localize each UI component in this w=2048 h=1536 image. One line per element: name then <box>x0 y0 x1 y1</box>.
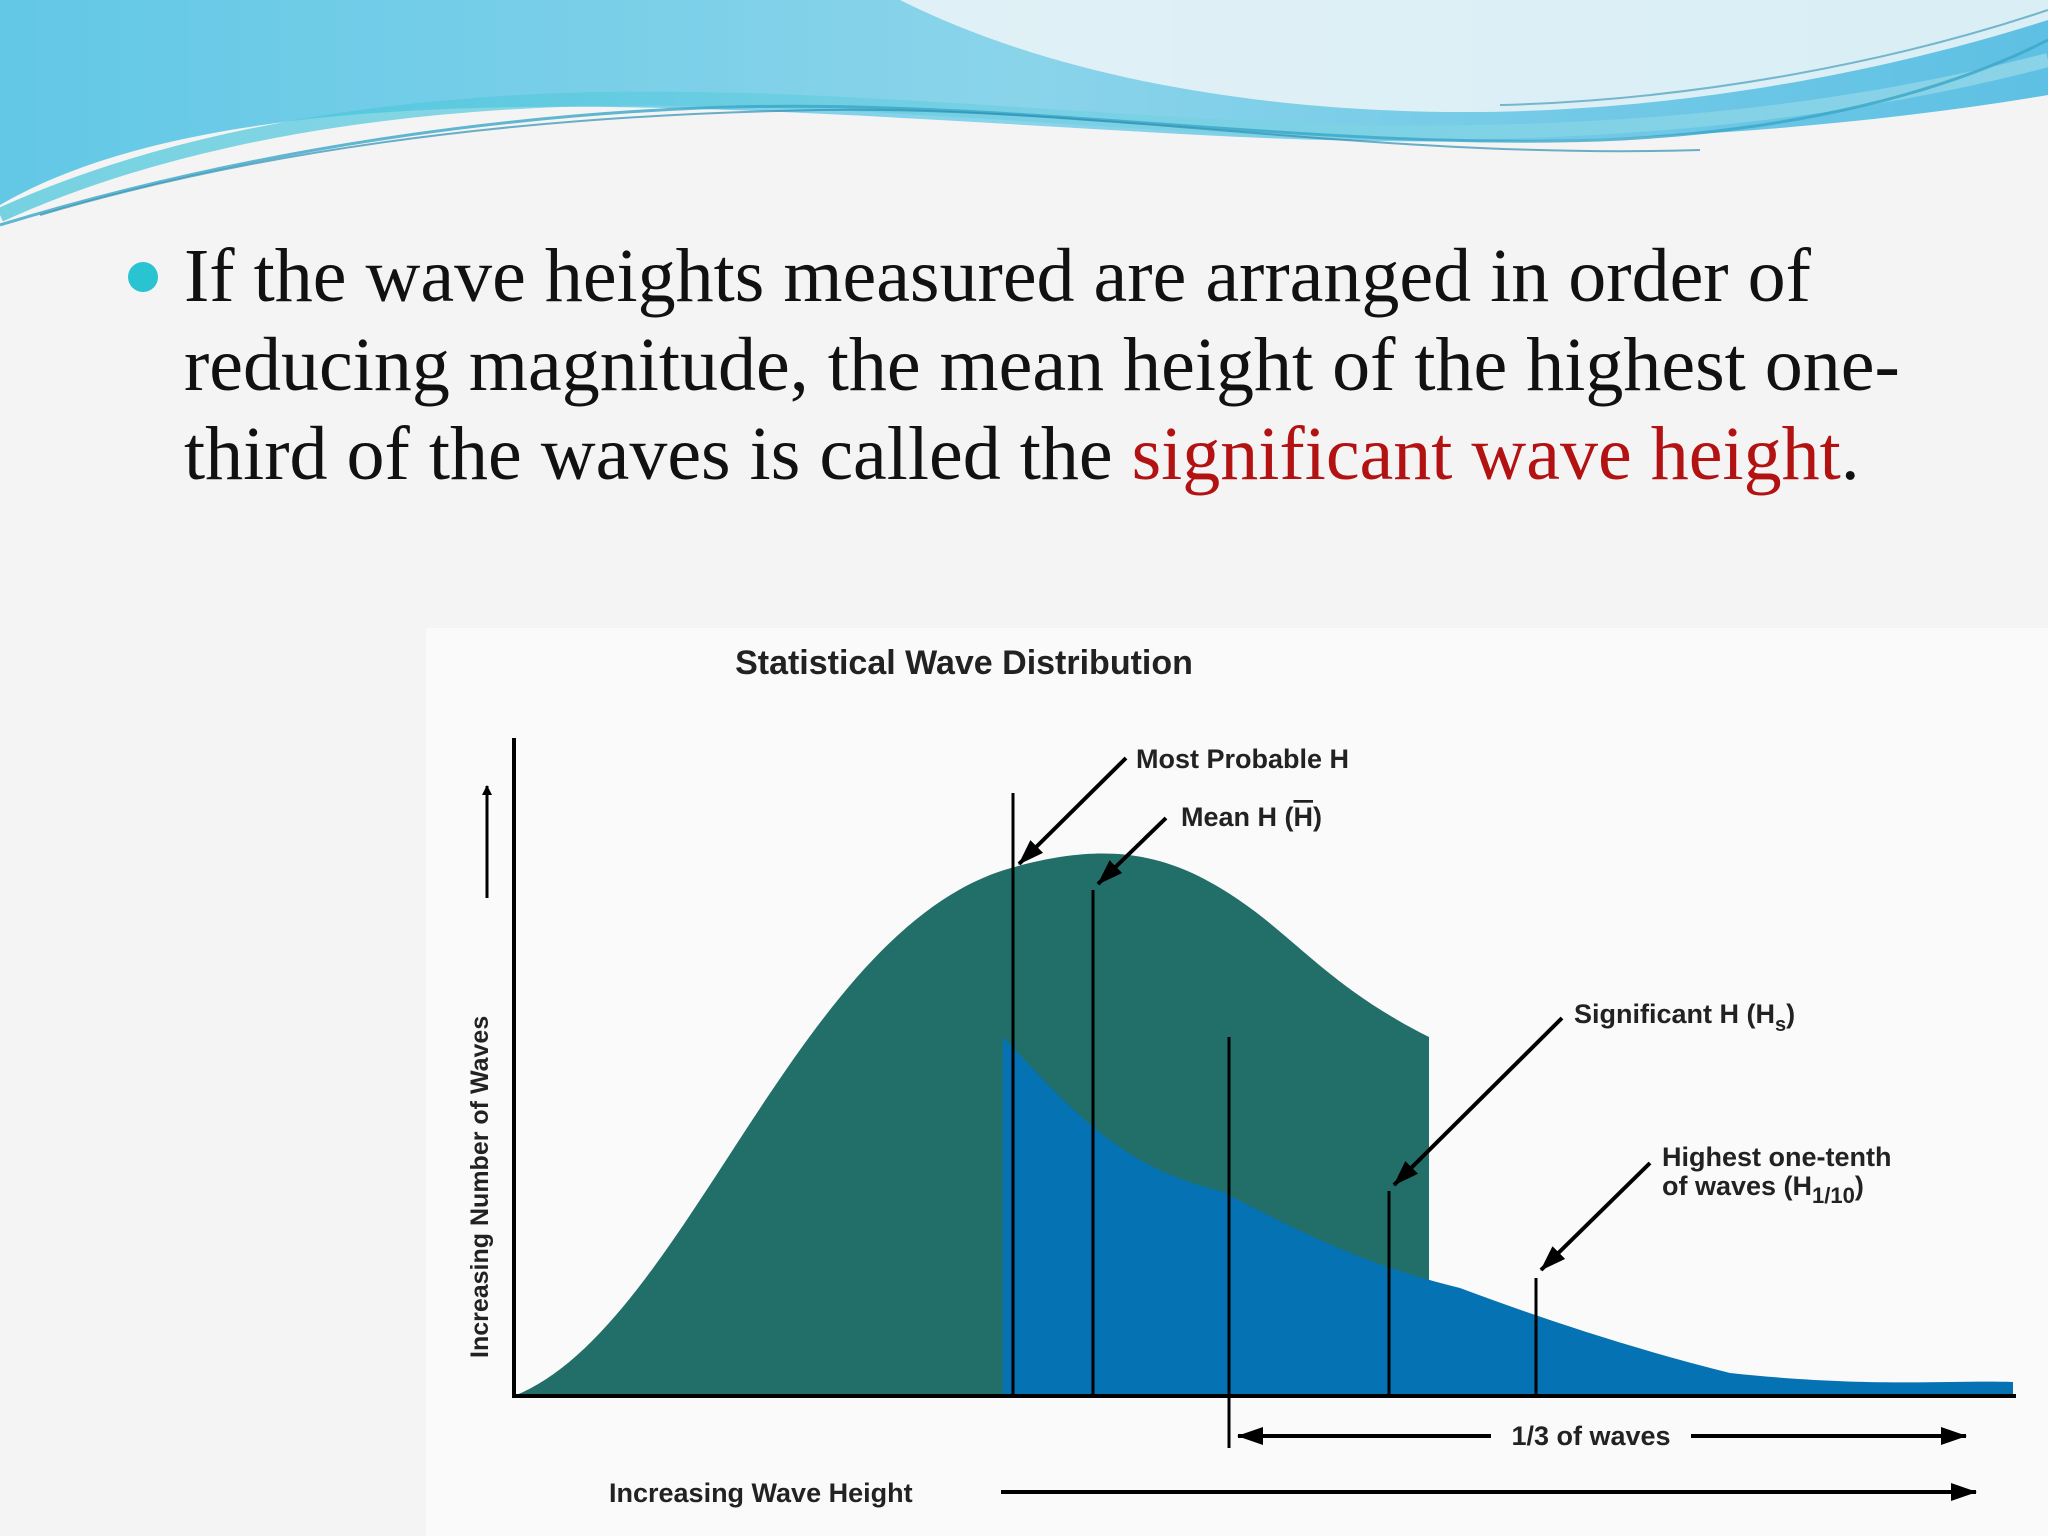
bullet-text-highlight: significant wave height <box>1131 412 1841 496</box>
one-tenth-arrow <box>1539 1161 1652 1272</box>
wave-banner <box>0 0 2048 227</box>
bullet-text-plain: If the wave heights measured are arrange… <box>184 234 1900 496</box>
bullet-dot <box>128 262 158 292</box>
significant-arrow <box>1392 1016 1564 1187</box>
wave-distribution-diagram: Statistical Wave Distribution Increasing… <box>466 644 2016 1508</box>
x-axis-label: Increasing Wave Height <box>609 1478 913 1508</box>
mean-label: Mean H (H) <box>1181 802 1322 832</box>
bullet-text-end: . <box>1840 412 1860 496</box>
most-probable-arrow <box>1017 756 1128 866</box>
diagram-title: Statistical Wave Distribution <box>735 644 1193 682</box>
one-tenth-label-line1: Highest one-tenth <box>1662 1142 1892 1172</box>
upper-one-third-area <box>1003 1037 2013 1396</box>
one-third-label: 1/3 of waves <box>1511 1421 1670 1451</box>
mean-arrow <box>1096 816 1168 886</box>
significant-label: Significant H (Hs) <box>1574 999 1795 1036</box>
most-probable-label: Most Probable H <box>1136 744 1349 774</box>
wave-distribution-figure: Statistical Wave Distribution Increasing… <box>426 628 2048 1536</box>
one-tenth-label-line2: of waves (H1/10) <box>1662 1171 1864 1208</box>
bullet-text: If the wave heights measured are arrange… <box>184 232 1944 499</box>
y-axis-label: Increasing Number of Waves <box>466 1016 494 1358</box>
